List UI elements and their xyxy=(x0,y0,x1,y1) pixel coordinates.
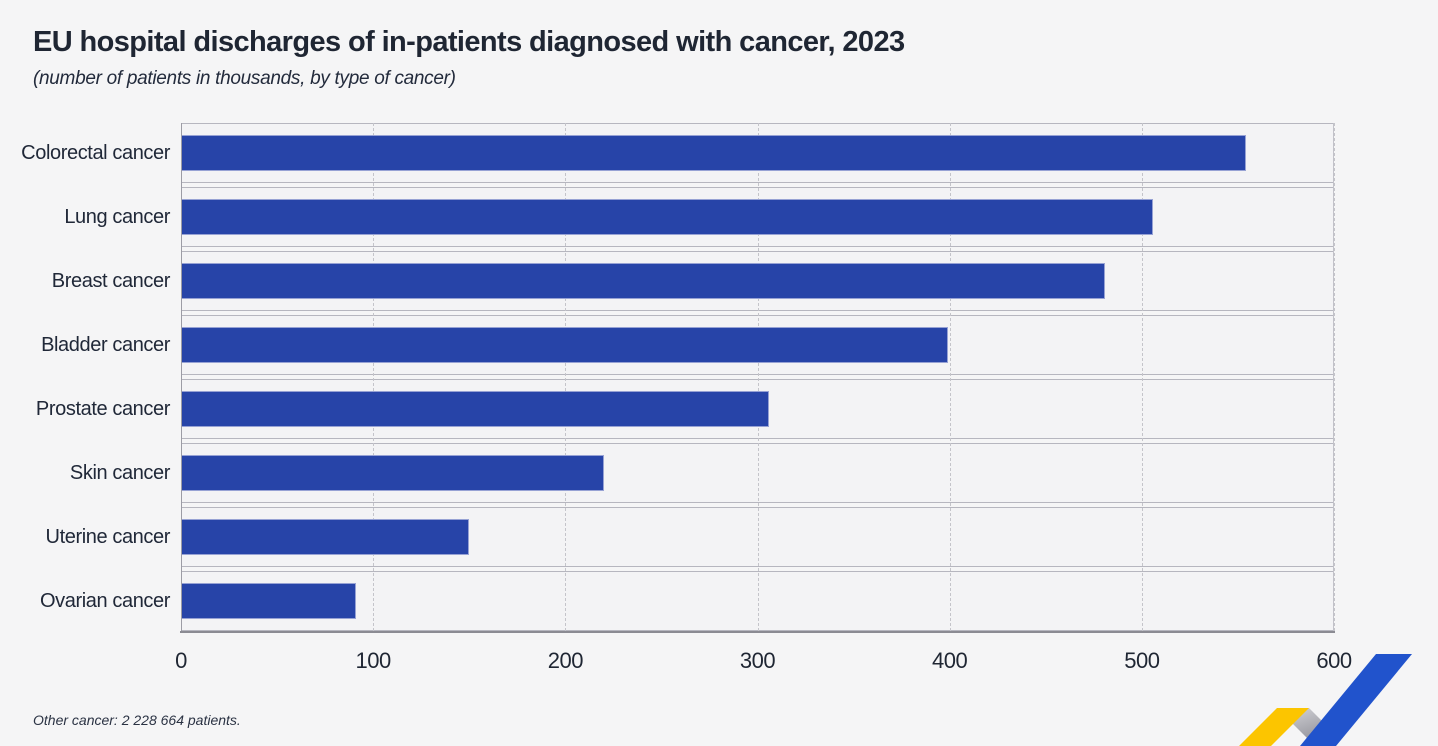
bar[interactable] xyxy=(181,455,604,491)
logo-yellow-band xyxy=(1239,708,1309,746)
x-tick-label: 600 xyxy=(1316,648,1352,673)
chart-row xyxy=(181,507,1334,567)
chart-row xyxy=(181,315,1334,375)
vertical-gridline xyxy=(1334,123,1335,631)
footnote: Other cancer: 2 228 664 patients. xyxy=(33,712,241,728)
category-label: Lung cancer xyxy=(64,205,170,228)
bar[interactable] xyxy=(181,391,770,427)
y-axis-labels: Colorectal cancer Lung cancer Breast cance… xyxy=(0,123,170,631)
chart-row xyxy=(181,571,1334,631)
chart-row xyxy=(181,379,1334,439)
chart-row xyxy=(181,251,1334,311)
bar[interactable] xyxy=(181,135,1246,171)
bar[interactable] xyxy=(181,519,470,555)
chart-rows xyxy=(181,123,1334,631)
category-label: Breast cancer xyxy=(51,269,171,292)
chart-title: EU hospital discharges of in-patients di… xyxy=(33,26,905,58)
bar[interactable] xyxy=(181,263,1106,299)
chart-row xyxy=(181,187,1334,247)
bar[interactable] xyxy=(181,583,356,619)
chart-subtitle: (number of patients in thousands, by typ… xyxy=(33,68,456,89)
logo-blue-band xyxy=(1300,654,1412,746)
y-axis-line xyxy=(181,123,182,631)
zigzag-trend-logo xyxy=(1239,654,1412,746)
chart-row xyxy=(181,123,1334,183)
x-tick-label: 200 xyxy=(547,648,584,673)
x-tick-label: 400 xyxy=(932,648,968,673)
x-axis-line xyxy=(180,631,1335,633)
bar[interactable] xyxy=(181,199,1154,235)
x-tick-label: 300 xyxy=(739,648,776,673)
x-tick-label: 100 xyxy=(355,648,392,673)
category-label: Bladder cancer xyxy=(41,333,170,356)
chart-row xyxy=(181,443,1334,503)
category-label: Prostate cancer xyxy=(35,397,170,420)
category-label: Uterine cancer xyxy=(45,525,171,548)
category-label: Colorectal cancer xyxy=(21,141,170,164)
category-label: Skin cancer xyxy=(69,461,170,484)
x-tick-label: 500 xyxy=(1124,648,1160,673)
plot-right-border xyxy=(1333,123,1334,631)
category-label: Ovarian cancer xyxy=(39,589,170,612)
x-axis-tick-labels: 0 100 200 300 400 500 600 xyxy=(175,648,1352,676)
x-tick-label: 0 xyxy=(175,648,187,673)
bar[interactable] xyxy=(181,327,948,363)
plot-area xyxy=(180,123,1335,633)
